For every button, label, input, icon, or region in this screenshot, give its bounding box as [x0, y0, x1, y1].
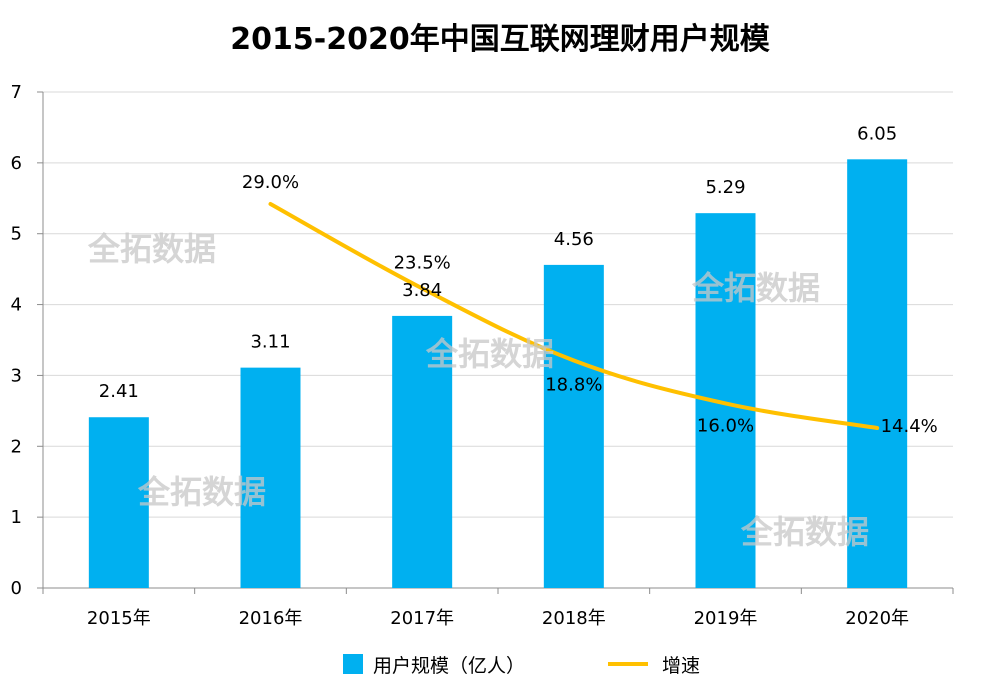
line-data-label: 16.0%: [697, 415, 754, 436]
x-tick-label: 2015年: [87, 608, 151, 629]
data-labels: 2.41 3.11 3.84 4.56 5.29 6.05 29.0% 23.5% 18.8% 1…: [99, 123, 938, 437]
legend: 用户规模（亿人） 增速: [0, 648, 1000, 680]
line-data-label: 18.8%: [545, 374, 602, 395]
watermark: 全拓数据: [740, 513, 869, 551]
y-tick-label: 4: [11, 295, 22, 316]
bar: [392, 315, 453, 588]
gridlines: [43, 91, 953, 518]
line-series: [268, 202, 880, 430]
line-data-label: 29.0%: [242, 172, 299, 193]
line-data-label: 23.5%: [394, 252, 451, 273]
y-tick-label: 0: [11, 578, 22, 599]
y-tick-label: 3: [11, 365, 22, 386]
y-tick-label: 2: [11, 436, 22, 457]
legend-label-bar: 用户规模（亿人）: [373, 654, 526, 677]
bar-data-label: 6.05: [857, 123, 897, 144]
y-tick-label: 5: [11, 224, 22, 245]
y-tick-label: 6: [11, 153, 22, 174]
legend-swatch-line: [608, 662, 648, 666]
legend-swatch-bar: [343, 654, 363, 674]
watermark: 全拓数据: [87, 230, 216, 268]
bar: [847, 159, 908, 589]
watermark: 全拓数据: [691, 269, 820, 307]
chart-title: 2015-2020年中国互联网理财用户规模: [230, 22, 770, 57]
y-tick-label: 1: [11, 507, 22, 528]
bar-data-label: 3.84: [402, 280, 442, 301]
bar-data-label: 4.56: [554, 229, 594, 250]
watermark: 全拓数据: [425, 335, 554, 373]
legend-item-line: 增速: [608, 648, 700, 680]
y-tick-label: 7: [11, 82, 22, 103]
x-tick-label: 2017年: [390, 608, 454, 629]
x-tick-label: 2018年: [542, 608, 606, 629]
bar: [88, 417, 149, 588]
x-tick-label: 2019年: [694, 608, 758, 629]
axes: 0 1 2 3 4 5 6 7 2015年 2016年 2017年 2018年 2019年 2020年: [11, 82, 954, 629]
bar-data-label: 5.29: [705, 177, 745, 198]
bar: [240, 367, 301, 588]
watermark: 全拓数据: [137, 473, 266, 511]
bar-data-label: 3.11: [250, 332, 290, 353]
bar-data-label: 2.41: [99, 381, 139, 402]
legend-item-bar: 用户规模（亿人）: [343, 648, 525, 680]
line-data-label: 14.4%: [881, 416, 938, 437]
legend-label-line: 增速: [662, 654, 701, 677]
growth-line: [268, 202, 880, 430]
x-tick-label: 2016年: [239, 608, 303, 629]
bar: [543, 264, 604, 588]
x-tick-label: 2020年: [845, 608, 909, 629]
